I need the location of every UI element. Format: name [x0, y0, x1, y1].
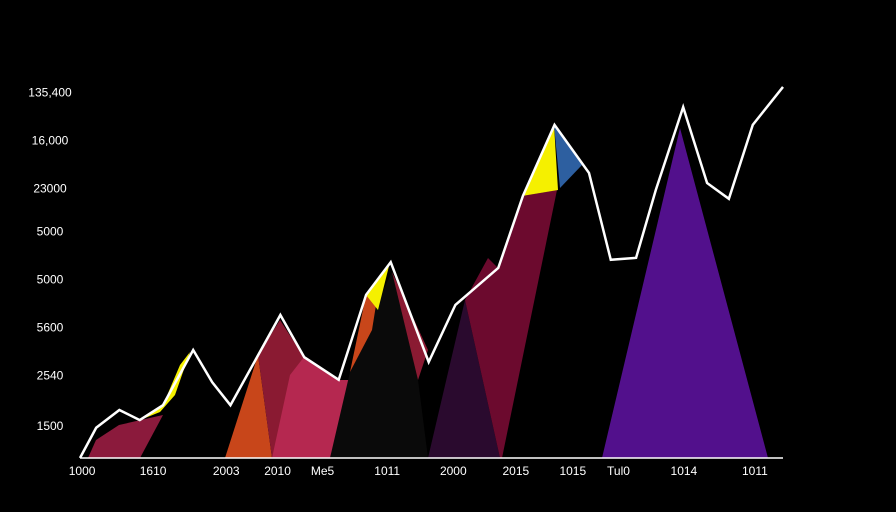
x-tick-label: Me5 [311, 464, 335, 478]
x-tick-label: 2000 [440, 464, 467, 478]
y-tick-label: 5000 [37, 225, 64, 239]
x-tick-label: 1015 [559, 464, 586, 478]
y-tick-label: 23000 [33, 181, 67, 195]
y-tick-label: 16,000 [32, 133, 69, 147]
y-tick-label: 135,400 [28, 85, 72, 99]
x-tick-label: 2003 [213, 464, 240, 478]
x-tick-label: 2010 [264, 464, 291, 478]
x-tick-label: 2015 [503, 464, 530, 478]
y-tick-label: 1500 [37, 419, 64, 433]
y-tick-label: 2540 [37, 369, 64, 383]
x-tick-label: 1000 [69, 464, 96, 478]
line [78, 86, 784, 459]
x-tick-label: 1014 [671, 464, 698, 478]
x-tick-label: 1610 [140, 464, 167, 478]
x-tick-label: Tul0 [607, 464, 630, 478]
y-tick-label: 5600 [37, 321, 64, 335]
y-tick-label: 5000 [37, 273, 64, 287]
x-tick-label: 1011 [742, 464, 768, 478]
x-tick-label: 1011 [374, 464, 400, 478]
decoration [88, 125, 768, 458]
